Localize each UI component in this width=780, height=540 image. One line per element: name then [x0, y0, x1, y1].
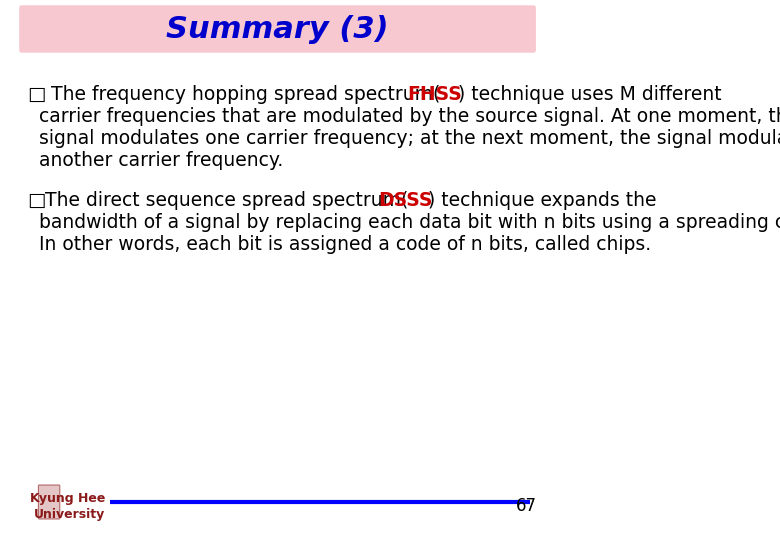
Text: Kyung Hee
University: Kyung Hee University: [30, 492, 105, 521]
FancyBboxPatch shape: [20, 6, 535, 52]
Text: bandwidth of a signal by replacing each data bit with n bits using a spreading c: bandwidth of a signal by replacing each …: [39, 213, 780, 232]
Text: □: □: [27, 191, 45, 210]
Text: another carrier frequency.: another carrier frequency.: [39, 151, 283, 170]
Text: FHSS: FHSS: [408, 85, 463, 104]
Text: In other words, each bit is assigned a code of n bits, called chips.: In other words, each bit is assigned a c…: [39, 234, 651, 254]
Text: carrier frequencies that are modulated by the source signal. At one moment, the: carrier frequencies that are modulated b…: [39, 107, 780, 126]
Text: 67: 67: [516, 497, 537, 515]
FancyBboxPatch shape: [38, 485, 60, 519]
Text: DSSS: DSSS: [378, 191, 433, 210]
Text: ) technique uses M different: ) technique uses M different: [458, 85, 722, 104]
Text: □: □: [27, 85, 45, 104]
Text: ) technique expands the: ) technique expands the: [428, 191, 657, 210]
Text: Summary (3): Summary (3): [166, 15, 389, 44]
Text: The frequency hopping spread spectrum(: The frequency hopping spread spectrum(: [39, 85, 441, 104]
Text: signal modulates one carrier frequency; at the next moment, the signal modulates: signal modulates one carrier frequency; …: [39, 129, 780, 148]
Text: The direct sequence spread spectrum(: The direct sequence spread spectrum(: [39, 191, 409, 210]
